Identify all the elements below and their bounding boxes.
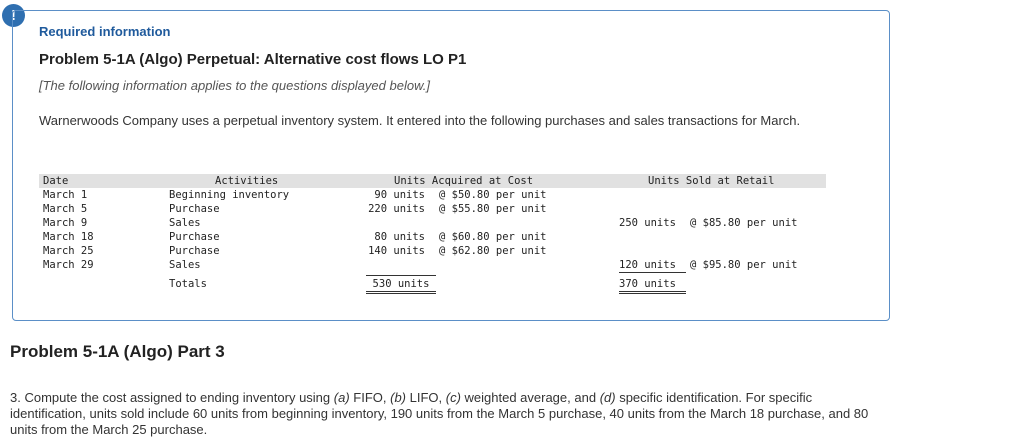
header-date: Date [43, 175, 69, 187]
question-label-a: (a) [333, 390, 350, 405]
row-acquired-units: 80 units [374, 231, 425, 243]
row-acquired-units: 220 units [368, 203, 425, 215]
row-activity: Sales [169, 259, 201, 271]
row-acquired-units: 140 units [368, 245, 425, 257]
question-segment: LIFO, [406, 390, 446, 405]
transactions-table: Date Activities Units Acquired at Cost U… [39, 174, 826, 304]
instruction-note: [The following information applies to th… [39, 78, 430, 93]
question-number: 3. [10, 390, 21, 405]
row-activity: Purchase [169, 231, 220, 243]
row-activity: Purchase [169, 245, 220, 257]
table-header-row [39, 174, 826, 188]
row-date: March 9 [43, 217, 88, 229]
header-units-sold: Units Sold at Retail [648, 175, 775, 187]
row-date: March 5 [43, 203, 88, 215]
required-information-heading: Required information [39, 24, 171, 39]
totals-sold: 370 units [619, 277, 686, 294]
row-date: March 29 [43, 259, 94, 271]
row-acquired-price: @ $62.80 per unit [439, 245, 547, 257]
row-sold-units: 250 units [619, 217, 676, 229]
row-acquired-units: 90 units [374, 189, 425, 201]
header-activities: Activities [215, 175, 279, 187]
problem-title: Problem 5-1A (Algo) Perpetual: Alternati… [39, 51, 467, 68]
row-acquired-price: @ $50.80 per unit [439, 189, 547, 201]
question-segment: Compute the cost assigned to ending inve… [20, 390, 334, 405]
row-sold-units: 120 units [619, 258, 686, 273]
totals-acquired: 530 units [366, 277, 436, 294]
question-text: 3. Compute the cost assigned to ending i… [10, 390, 870, 438]
part-title: Problem 5-1A (Algo) Part 3 [10, 342, 225, 361]
required-information-panel [12, 10, 890, 321]
question-segment: specific identification. For specific id… [10, 390, 869, 437]
row-sold-price: @ $85.80 per unit [690, 217, 798, 229]
totals-acquired-rule [366, 275, 436, 276]
alert-icon: ! [2, 4, 25, 27]
row-activity: Sales [169, 217, 201, 229]
totals-label: Totals [169, 278, 207, 290]
header-units-acquired: Units Acquired at Cost [394, 175, 534, 187]
row-sold-price: @ $95.80 per unit [690, 259, 798, 271]
question-segment: FIFO, [349, 390, 391, 405]
row-acquired-price: @ $55.80 per unit [439, 203, 547, 215]
row-date: March 1 [43, 189, 88, 201]
row-acquired-price: @ $60.80 per unit [439, 231, 547, 243]
question-label-b: (b) [390, 390, 406, 405]
row-activity: Purchase [169, 203, 220, 215]
question-label-c: (c) [445, 390, 461, 405]
question-segment: weighted average, and [460, 390, 600, 405]
problem-intro-text: Warnerwoods Company uses a perpetual inv… [39, 113, 801, 128]
row-date: March 25 [43, 245, 94, 257]
row-date: March 18 [43, 231, 94, 243]
row-activity: Beginning inventory [169, 189, 290, 201]
question-label-d: (d) [599, 390, 616, 405]
